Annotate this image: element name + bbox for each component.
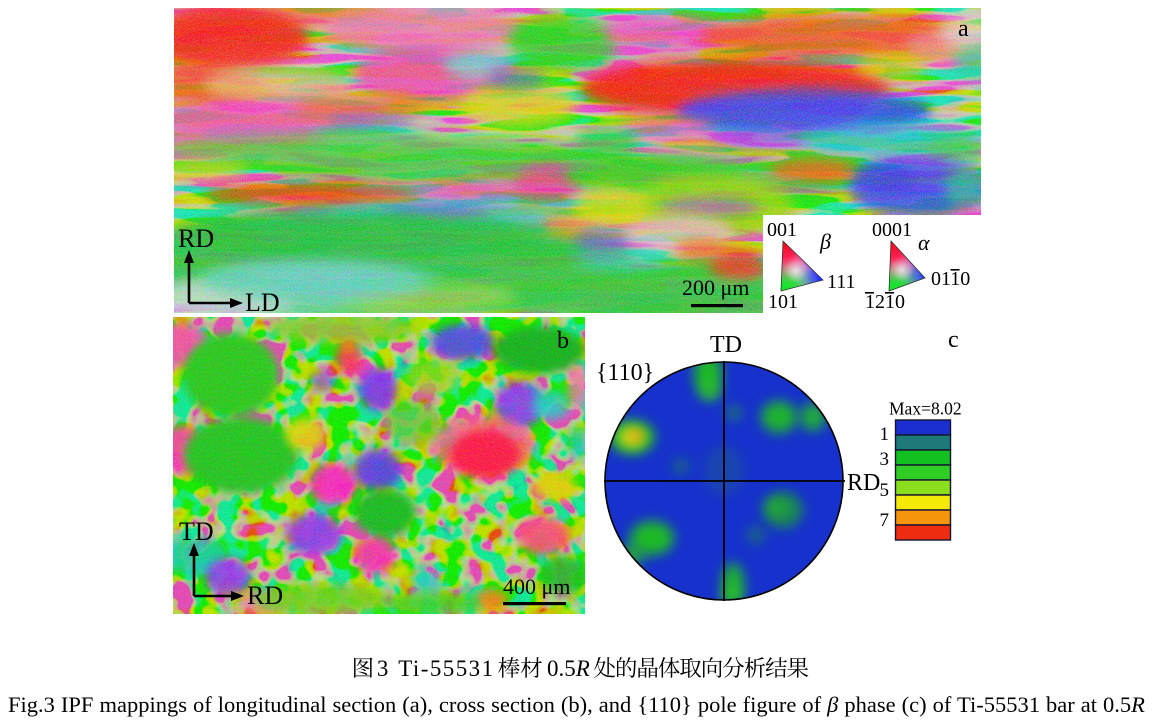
svg-text:RD: RD xyxy=(247,581,283,610)
svg-text:101: 101 xyxy=(768,291,798,313)
svg-text:400 μm: 400 μm xyxy=(503,574,570,599)
svg-text:1210: 1210 xyxy=(865,291,905,313)
svg-text:7: 7 xyxy=(880,510,890,531)
svg-text:Max=8.02: Max=8.02 xyxy=(889,399,962,419)
svg-text:TD: TD xyxy=(710,332,742,358)
svg-text:3: 3 xyxy=(880,449,890,470)
svg-text:{110}: {110} xyxy=(596,360,654,386)
svg-text:0.5R: 0.5R xyxy=(547,656,590,681)
svg-text:111: 111 xyxy=(827,271,856,293)
svg-text:RD: RD xyxy=(178,224,214,253)
svg-text:a: a xyxy=(958,16,969,42)
svg-text:β: β xyxy=(819,229,831,254)
svg-text:TD: TD xyxy=(179,517,214,546)
svg-text:RD: RD xyxy=(847,470,880,496)
svg-text:Ti-55531: Ti-55531 xyxy=(398,656,494,681)
svg-text:Fig.3 IPF mappings of longitu: Fig.3 IPF mappings of longitudinal secti… xyxy=(8,692,1145,717)
svg-text:3: 3 xyxy=(377,656,389,681)
svg-text:α: α xyxy=(918,230,930,255)
svg-text:5: 5 xyxy=(880,480,890,501)
svg-text:1: 1 xyxy=(880,424,890,445)
svg-text:b: b xyxy=(557,328,569,354)
svg-text:0110: 0110 xyxy=(931,268,970,290)
svg-text:LD: LD xyxy=(245,288,280,317)
svg-text:0001: 0001 xyxy=(872,219,912,241)
svg-text:001: 001 xyxy=(767,219,797,241)
svg-text:c: c xyxy=(948,327,959,353)
svg-text:200 μm: 200 μm xyxy=(682,275,749,300)
